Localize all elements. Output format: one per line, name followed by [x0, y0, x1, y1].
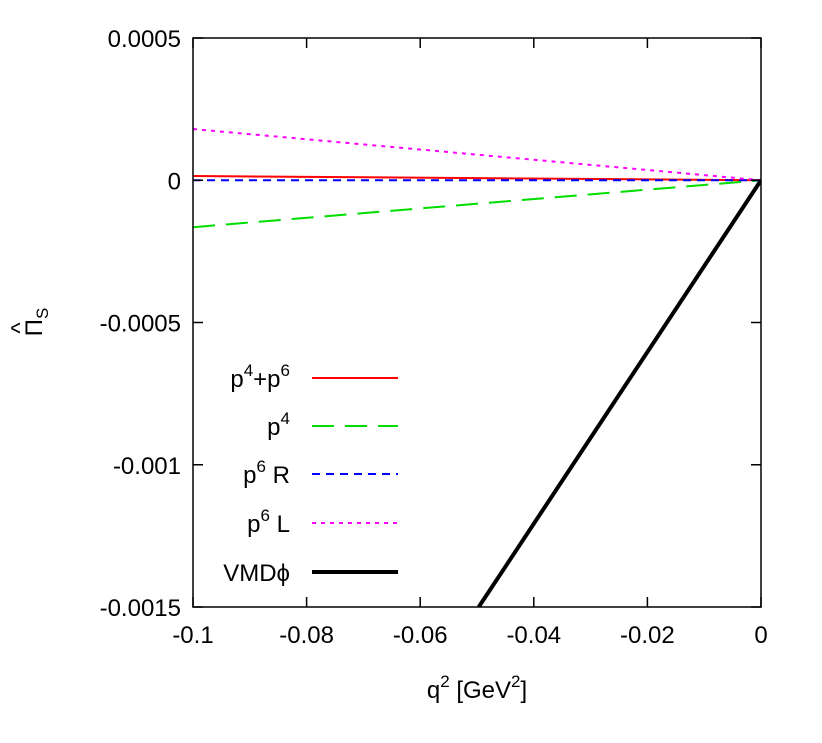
x-axis-label-mid: [GeV: [450, 677, 511, 704]
legend-label-0: p4+p6: [230, 361, 290, 393]
x-axis-label-sup: 2: [440, 672, 449, 691]
x-tick-label: -0.08: [279, 622, 334, 649]
y-axis-label-hat: ^: [7, 322, 34, 334]
x-tick-label: -0.1: [172, 622, 213, 649]
series-line-1: [193, 179, 761, 229]
series-layer: [193, 128, 761, 607]
y-tick-label: -0.0015: [100, 595, 181, 622]
x-tick-label: -0.06: [393, 622, 448, 649]
legend-label-4: VMDϕ: [223, 560, 290, 587]
ticks-layer: -0.1 -0.08 -0.06 -0.04 -0.02 0 0.0005 0 -0.0005 -…: [100, 26, 768, 649]
x-tick-label: -0.04: [506, 622, 561, 649]
x-tick-label: 0: [754, 622, 767, 649]
x-axis-label-base: q: [427, 677, 440, 704]
svg-text:ΠS: ΠS: [21, 308, 52, 337]
x-tick-label: -0.02: [620, 622, 675, 649]
series-line-4: [477, 179, 761, 607]
legend-label-2: p6 R: [243, 457, 290, 489]
y-tick-label: 0: [168, 168, 181, 195]
series-line-3: [193, 128, 761, 182]
y-axis-label-base: Π: [21, 319, 48, 336]
series-line-0: [193, 174, 761, 182]
x-axis-label-tail: ]: [520, 677, 527, 704]
y-tick-label: -0.001: [113, 453, 181, 480]
y-axis-label: ΠS ^: [7, 308, 52, 337]
legend-label-1: p4: [267, 409, 290, 441]
y-tick-label: -0.0005: [100, 311, 181, 338]
legend-label-3: p6 L: [247, 506, 290, 538]
x-axis-label-sup2: 2: [511, 672, 520, 691]
y-tick-label: 0.0005: [108, 26, 181, 53]
y-axis-label-sub: S: [33, 308, 52, 319]
x-axis-label: q2 [GeV2]: [427, 672, 527, 704]
legend-layer: p4+p6 p4 p6 R p6 L VMDϕ: [223, 361, 398, 587]
